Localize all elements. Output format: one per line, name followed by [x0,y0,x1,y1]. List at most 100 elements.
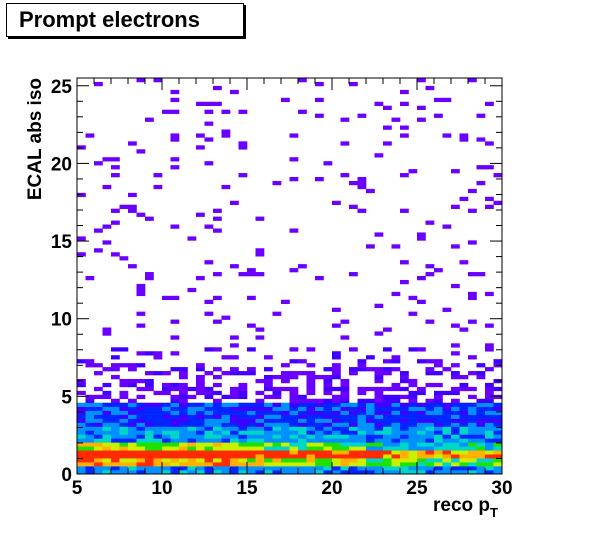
heatmap-cell [85,466,95,471]
heatmap-cell [289,422,299,427]
heatmap-cell [264,426,273,431]
y-axis-label: ECAL abs iso [25,78,46,200]
heatmap-cell [323,434,333,439]
heatmap-cell [349,466,358,471]
heatmap-cell [349,458,358,463]
heatmap-cell [468,426,477,431]
heatmap-cell [349,442,358,447]
heatmap-cell [332,470,341,475]
heatmap-cell [298,359,307,364]
heatmap-cell [272,390,282,396]
heatmap-cell [366,466,375,471]
heatmap-cell [485,438,494,443]
heatmap-cell [340,438,350,443]
heatmap-cell [366,367,375,372]
heatmap-cell [94,430,103,435]
heatmap-cell [485,454,494,459]
heatmap-cell [102,466,112,471]
heatmap-cell [77,454,86,459]
heatmap-cell [298,442,307,447]
heatmap-cell [459,462,469,467]
heatmap-cell [459,327,469,332]
heatmap-cell [306,438,316,443]
heatmap-cell [264,454,273,459]
heatmap-cell [366,430,375,435]
heatmap-cell [272,180,282,186]
heatmap-cell [485,426,494,431]
heatmap-cell [272,422,282,427]
heatmap-cell [485,470,494,475]
heatmap-cell [306,454,316,459]
heatmap-cell [281,458,290,463]
heatmap-cell [102,414,112,419]
heatmap-cell [357,454,367,459]
heatmap-cell [119,458,129,463]
heatmap-cell [391,446,401,451]
heatmap-cell [213,382,222,388]
heatmap-cell [170,438,180,443]
heatmap-cell [145,426,154,431]
heatmap-cell [417,466,426,471]
heatmap-cell [179,394,188,400]
heatmap-cell [306,382,316,388]
heatmap-cell [476,113,486,118]
heatmap-cell [357,414,367,419]
heatmap-cell [196,462,205,467]
heatmap-cell [102,240,112,245]
heatmap-cell [85,426,95,431]
heatmap-cell [468,458,477,463]
heatmap-cell [85,276,95,281]
heatmap-cell [213,402,222,407]
heatmap-cell [340,319,350,324]
heatmap-cell [417,299,426,305]
heatmap-cell [145,446,154,451]
heatmap-cell [323,375,333,380]
heatmap-cell [408,426,418,431]
heatmap-cell [179,450,188,455]
heatmap-cell [145,466,154,471]
heatmap-cell [451,466,460,471]
heatmap-cell [136,386,146,392]
heatmap-cell [281,406,290,411]
heatmap-cell [417,402,426,407]
heatmap-cell [357,367,367,372]
heatmap-cell [383,347,392,352]
heatmap-cell [179,390,188,396]
heatmap-cell [264,378,273,384]
heatmap-cell [213,272,222,277]
heatmap-cell [162,422,171,427]
heatmap-cell [145,216,154,221]
heatmap-cell [417,454,426,459]
heatmap-cell [289,406,299,411]
heatmap-cell [136,149,146,154]
heatmap-cell [111,367,120,372]
heatmap-cell [315,462,324,467]
heatmap-cell [187,426,197,431]
heatmap-cell [476,458,486,463]
heatmap-cell [85,406,95,411]
heatmap-cell [145,458,154,463]
heatmap-cell [417,232,426,237]
heatmap-cell [102,450,112,455]
heatmap-cell [408,454,418,459]
heatmap-cell [230,430,239,435]
heatmap-cell [408,434,418,439]
heatmap-cell [391,367,401,372]
heatmap-cell [289,462,299,467]
heatmap-cell [102,390,112,396]
heatmap-cell [187,414,197,419]
heatmap-cell [204,394,214,400]
heatmap-cell [264,375,273,380]
heatmap-cell [204,101,214,107]
heatmap-cell [468,386,477,392]
heatmap-cell [340,430,350,435]
heatmap-cell [306,466,316,471]
heatmap-cell [145,430,154,435]
heatmap-cell [400,260,409,265]
heatmap-cell [468,470,477,475]
heatmap-cell [451,434,460,439]
heatmap-cell [247,406,256,411]
heatmap-cell [119,347,129,352]
heatmap-cell [128,204,137,209]
heatmap-cell [493,450,503,455]
